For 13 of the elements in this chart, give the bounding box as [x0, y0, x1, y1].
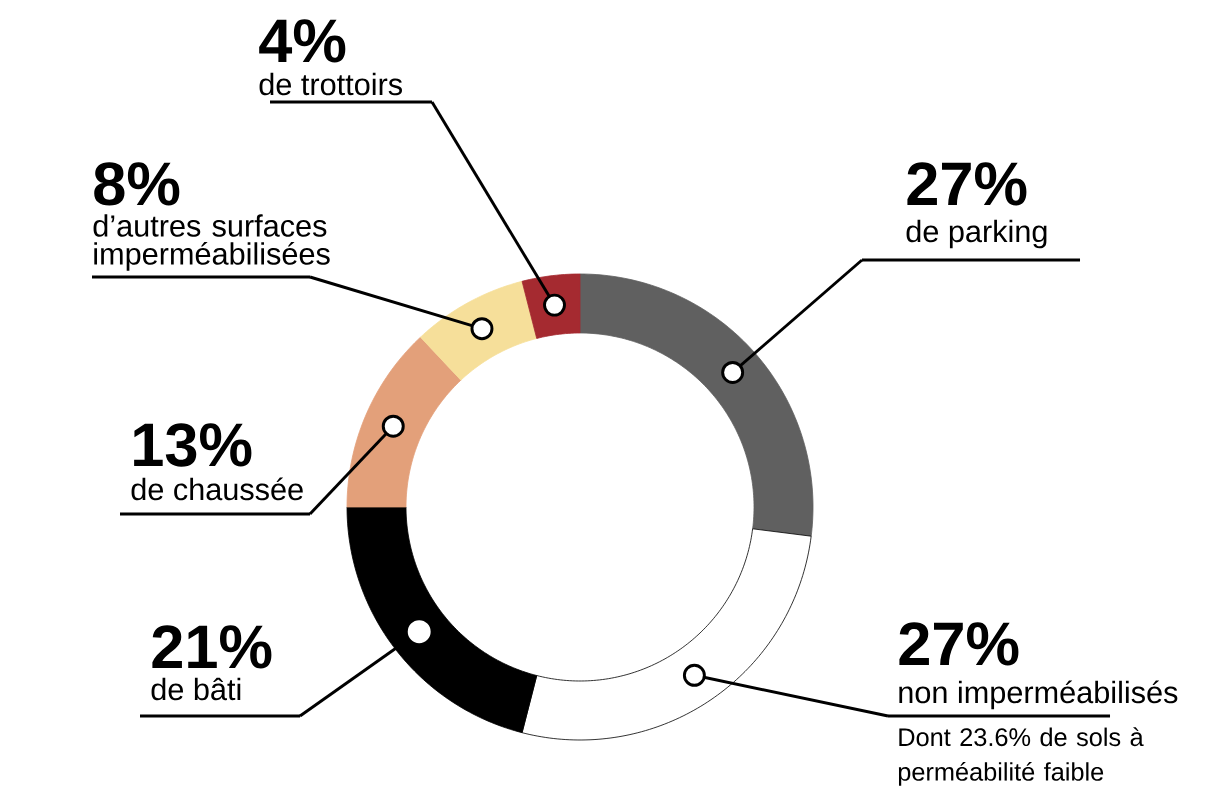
- data-label: 13%: [134, 423, 252, 467]
- slice-label: de bâti: [151, 677, 241, 701]
- slice-label: d’autres surfaces imperméabilisées: [93, 214, 330, 271]
- text: Dont 23.6% de sols à perméabilité faible: [898, 727, 1144, 786]
- data-label: 4%: [259, 19, 346, 63]
- data-label: 21%: [152, 625, 272, 669]
- data-label: 27%: [899, 622, 1019, 666]
- data-label: 27%: [907, 162, 1027, 206]
- slice-label: de parking: [906, 219, 1047, 249]
- slice-label: de trottoirs: [259, 72, 402, 96]
- slice-label: non imperméabilisés: [899, 680, 1178, 710]
- data-label: 8%: [94, 162, 180, 206]
- slice-label: de chaussée: [131, 477, 303, 501]
